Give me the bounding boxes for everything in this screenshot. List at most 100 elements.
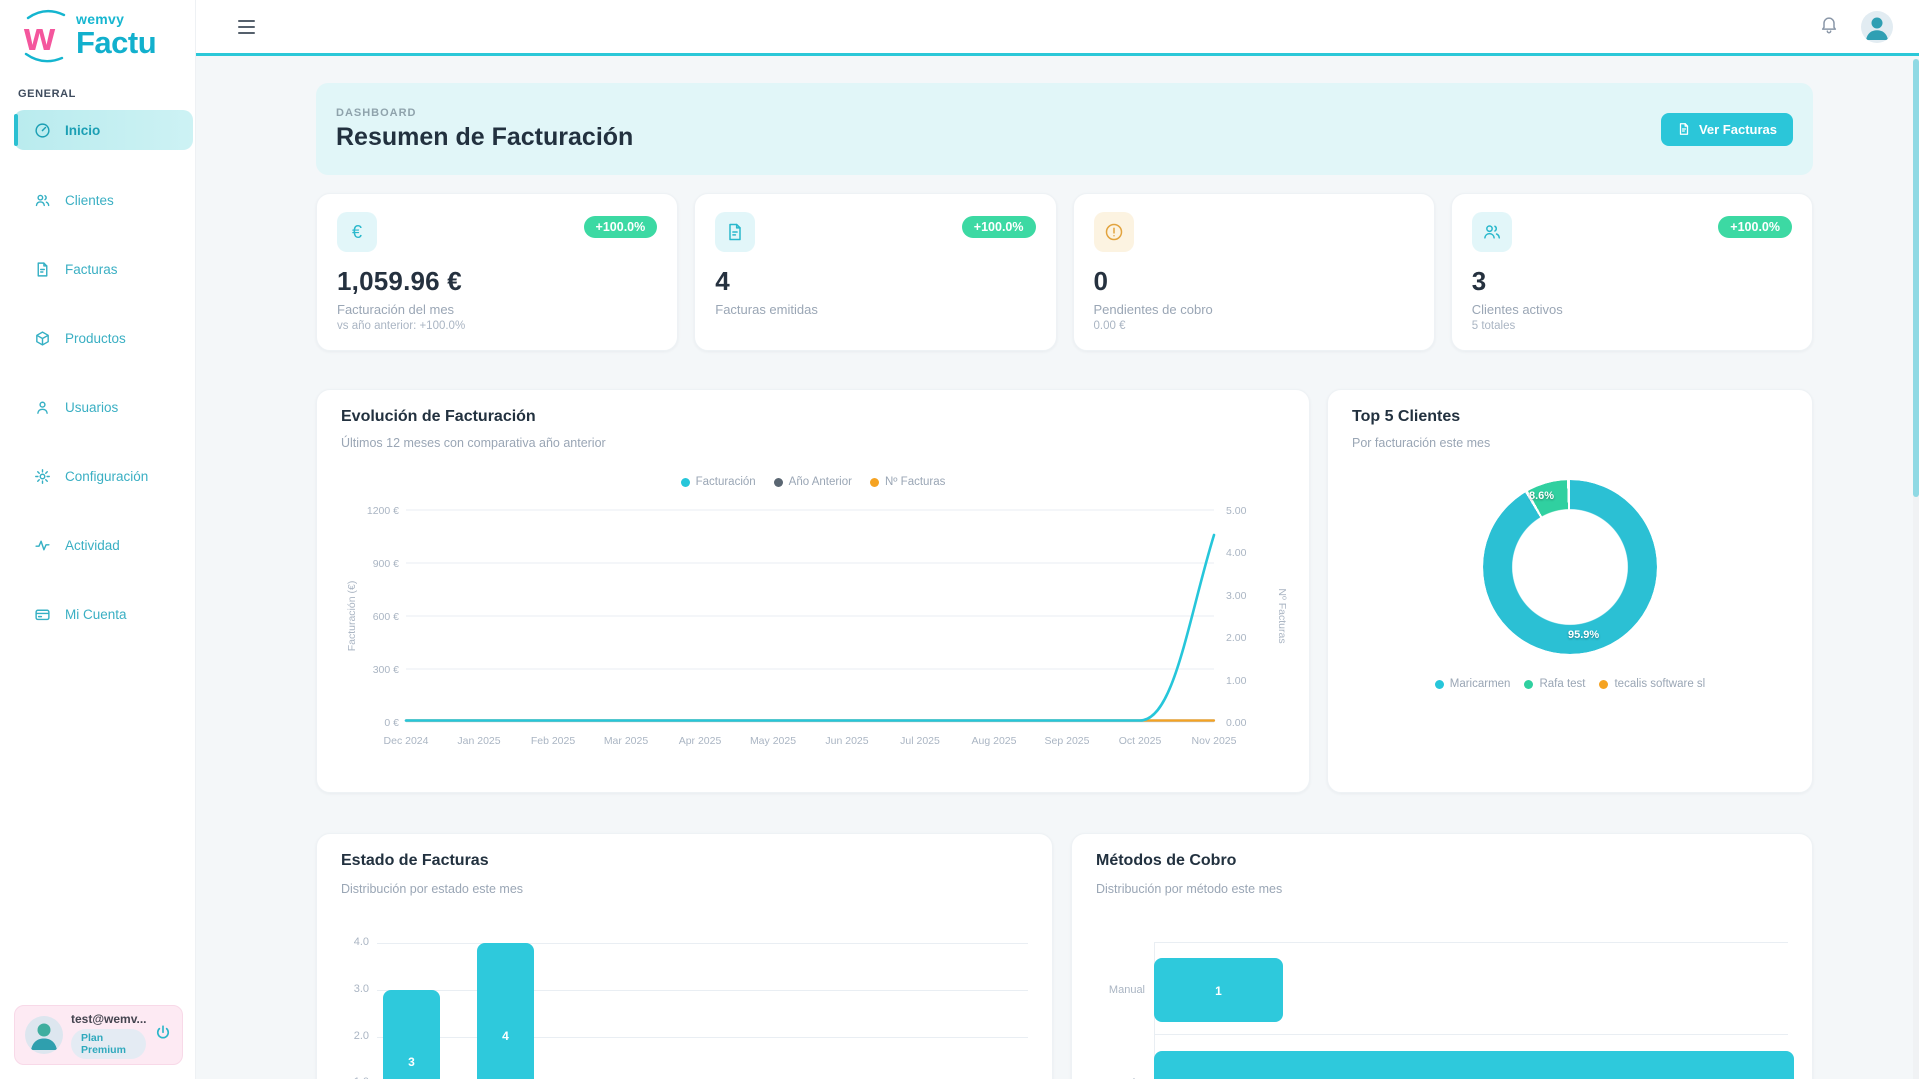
sidebar-item-facturas[interactable]: Facturas bbox=[0, 250, 195, 288]
trend-badge: +100.0% bbox=[1718, 216, 1792, 238]
kpi-sublabel: vs año anterior: +100.0% bbox=[337, 320, 466, 332]
kpi-sublabel: 0.00 € bbox=[1093, 320, 1126, 332]
power-icon bbox=[156, 1024, 170, 1039]
svg-text:Facturación (€): Facturación (€) bbox=[346, 581, 358, 652]
sidebar-item-actividad[interactable]: Actividad bbox=[0, 526, 195, 564]
brand-wemvy: wemvy bbox=[76, 11, 125, 27]
user-account-card[interactable]: test@wemv... Plan Premium bbox=[14, 1005, 183, 1065]
sidebar-item-inicio[interactable]: Inicio bbox=[14, 110, 193, 150]
kpi-label: Facturación del mes bbox=[337, 302, 455, 317]
trend-badge: +100.0% bbox=[961, 216, 1036, 238]
svg-text:1.00: 1.00 bbox=[1226, 675, 1247, 687]
estado-facturas-card: Estado de Facturas Distribución por esta… bbox=[316, 833, 1053, 1079]
breadcrumb: DASHBOARD bbox=[336, 106, 417, 119]
kpi-label: Clientes activos bbox=[1471, 302, 1563, 317]
svg-text:Jan 2025: Jan 2025 bbox=[457, 735, 500, 747]
legend-tecalis[interactable]: tecalis software sl bbox=[1599, 678, 1705, 690]
user-email: test@wemv... bbox=[71, 1011, 146, 1026]
users-icon bbox=[35, 194, 50, 206]
kpi-value: 3 bbox=[1471, 266, 1487, 296]
svg-text:Dec 2024: Dec 2024 bbox=[384, 735, 429, 747]
sidebar-item-usuarios[interactable]: Usuarios bbox=[0, 388, 195, 426]
kpi-label: Facturas emitidas bbox=[715, 302, 818, 317]
svg-text:Nov 2025: Nov 2025 bbox=[1192, 735, 1237, 747]
brand-factu: Factu bbox=[76, 25, 157, 60]
sidebar: w wemvy Factu GENERAL Inicio Clientes Fa… bbox=[0, 0, 196, 1079]
sidebar-item-mi-cuenta[interactable]: Mi Cuenta bbox=[0, 595, 195, 633]
plan-badge: Plan Premium bbox=[71, 1028, 146, 1059]
scrollbar-thumb[interactable] bbox=[1913, 59, 1919, 497]
app-logo[interactable]: w wemvy Factu bbox=[0, 0, 195, 66]
donut-chart bbox=[1483, 480, 1657, 654]
chart-subtitle: Distribución por estado este mes bbox=[341, 882, 524, 896]
bell-icon bbox=[1821, 17, 1837, 34]
series-facturacion bbox=[404, 533, 1216, 722]
legend-ano-anterior[interactable]: Año Anterior bbox=[773, 476, 852, 488]
chart-subtitle: Distribución por método este mes bbox=[1096, 882, 1283, 896]
svg-text:w: w bbox=[23, 15, 56, 59]
kpi-clientes-activos: +100.0% 3 Clientes activos 5 totales bbox=[1450, 193, 1813, 351]
menu-toggle-button[interactable] bbox=[238, 19, 255, 34]
svg-text:2.00: 2.00 bbox=[1226, 632, 1247, 644]
chart-title: Métodos de Cobro bbox=[1096, 852, 1237, 869]
main-content: DASHBOARD Resumen de Facturación Ver Fac… bbox=[196, 59, 1919, 1079]
svg-text:0 €: 0 € bbox=[384, 717, 399, 729]
kpi-sublabel: 5 totales bbox=[1471, 320, 1516, 332]
user-icon bbox=[37, 401, 48, 414]
legend-dot bbox=[1599, 679, 1609, 689]
invoice-icon bbox=[1679, 123, 1689, 135]
gear-icon bbox=[35, 468, 50, 484]
donut-slice-label-small: 8.6% bbox=[1529, 490, 1555, 502]
svg-text:Sep 2025: Sep 2025 bbox=[1045, 735, 1090, 747]
chart-title: Evolución de Facturación bbox=[341, 408, 536, 425]
logout-button[interactable] bbox=[154, 1024, 172, 1047]
legend-dot bbox=[1524, 679, 1534, 689]
bar-manual bbox=[1154, 958, 1283, 1022]
svg-text:4.00: 4.00 bbox=[1226, 547, 1247, 559]
dashboard-header-card: DASHBOARD Resumen de Facturación Ver Fac… bbox=[316, 83, 1813, 175]
users-icon bbox=[1471, 212, 1512, 252]
topbar bbox=[196, 0, 1919, 56]
sidebar-item-label: Configuración bbox=[65, 468, 149, 484]
kpi-value: 0 bbox=[1093, 266, 1109, 296]
sidebar-item-label: Usuarios bbox=[65, 399, 119, 415]
svg-text:1200 €: 1200 € bbox=[367, 505, 399, 517]
user-avatar bbox=[25, 1016, 63, 1054]
sidebar-item-label: Facturas bbox=[65, 261, 118, 277]
donut-slice-label-large: 95.9% bbox=[1568, 629, 1600, 641]
kpi-value: 1,059.96 € bbox=[337, 266, 462, 296]
legend-num-facturas[interactable]: Nº Facturas bbox=[869, 476, 945, 488]
kpi-value: 4 bbox=[715, 266, 730, 296]
sidebar-item-configuracion[interactable]: Configuración bbox=[0, 457, 195, 495]
chart-subtitle: Por facturación este mes bbox=[1352, 436, 1491, 450]
profile-avatar[interactable] bbox=[1861, 10, 1893, 43]
page-title: Resumen de Facturación bbox=[336, 122, 634, 151]
sidebar-item-label: Actividad bbox=[65, 537, 120, 553]
legend-dot bbox=[773, 477, 783, 487]
donut-legend: Maricarmen Rafa test tecalis software sl bbox=[1328, 678, 1812, 690]
ver-facturas-button[interactable]: Ver Facturas bbox=[1660, 112, 1793, 146]
sidebar-section-general: GENERAL bbox=[18, 88, 76, 100]
kpi-pendientes-cobro: 0 Pendientes de cobro 0.00 € bbox=[1072, 193, 1435, 351]
bar-estado-2 bbox=[477, 943, 534, 1079]
svg-text:0.00: 0.00 bbox=[1226, 717, 1247, 729]
gauge-icon bbox=[35, 122, 50, 138]
sidebar-item-label: Clientes bbox=[65, 192, 114, 208]
chart-title: Top 5 Clientes bbox=[1352, 408, 1461, 425]
legend-dot bbox=[869, 477, 879, 487]
svg-text:600 €: 600 € bbox=[373, 611, 399, 623]
sidebar-item-clientes[interactable]: Clientes bbox=[0, 181, 195, 219]
legend-facturacion[interactable]: Facturación bbox=[680, 476, 756, 488]
bar-prueba-tarjeta bbox=[1154, 1051, 1794, 1079]
svg-text:Nº Facturas: Nº Facturas bbox=[1276, 588, 1287, 643]
notifications-button[interactable] bbox=[1819, 14, 1839, 39]
svg-text:Mar 2025: Mar 2025 bbox=[604, 735, 649, 747]
svg-text:300 €: 300 € bbox=[373, 664, 399, 676]
invoice-icon bbox=[37, 261, 48, 277]
legend-maricarmen[interactable]: Maricarmen bbox=[1434, 678, 1510, 690]
svg-text:Aug 2025: Aug 2025 bbox=[972, 735, 1017, 747]
legend-rafa-test[interactable]: Rafa test bbox=[1524, 678, 1585, 690]
sidebar-item-productos[interactable]: Productos bbox=[0, 319, 195, 357]
legend-dot bbox=[680, 477, 690, 487]
svg-text:900 €: 900 € bbox=[373, 558, 399, 570]
